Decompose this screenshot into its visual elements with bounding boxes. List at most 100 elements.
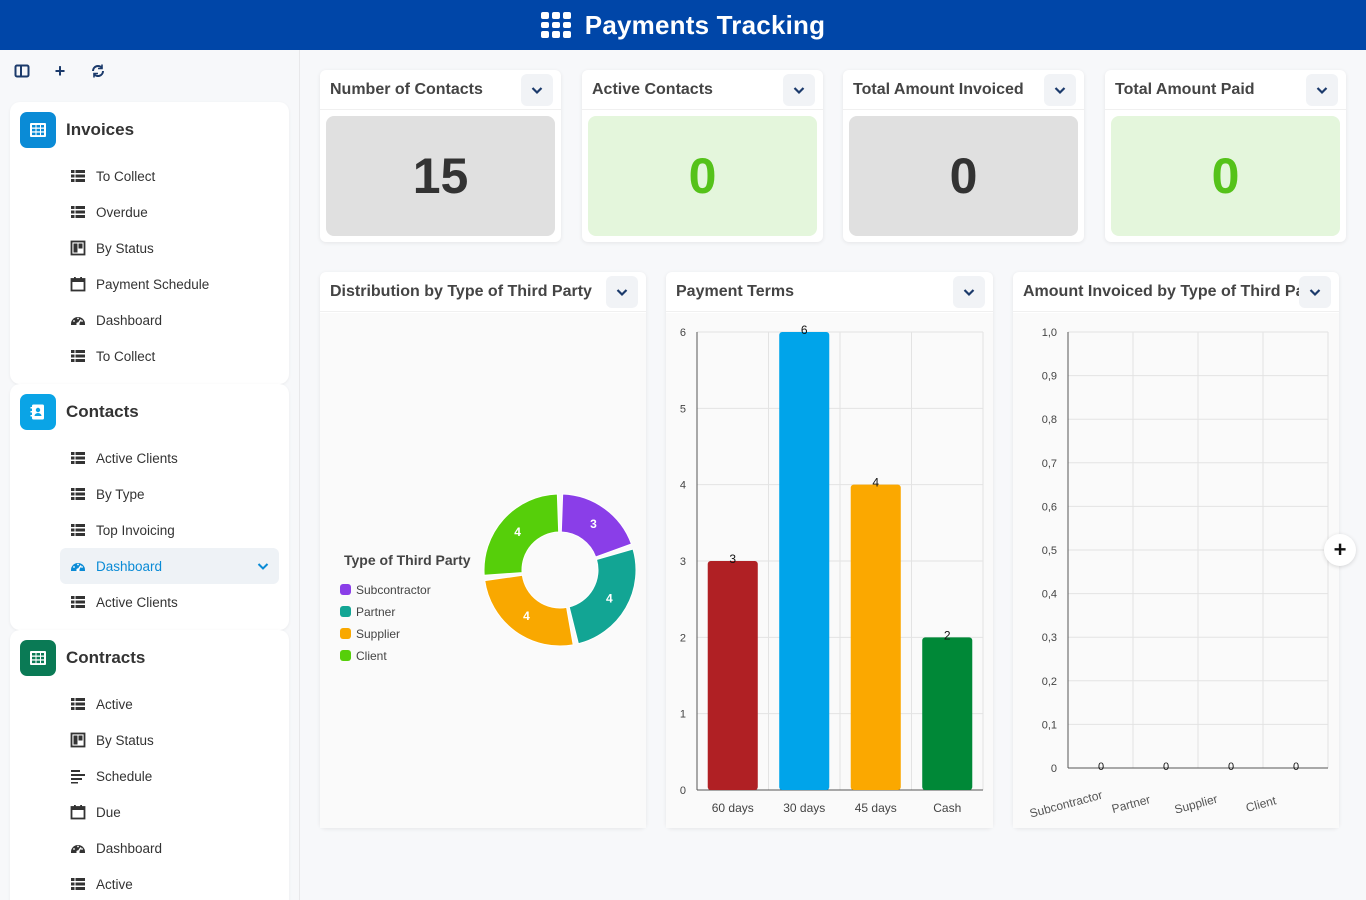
sidebar-item-schedule[interactable]: Schedule [10,758,289,794]
sidebar-item-to-collect[interactable]: To Collect [10,338,289,374]
y-tick-label: 0,7 [1042,458,1057,470]
slice-value-label: 4 [606,592,613,606]
table-icon [70,696,86,712]
sidebar-item-active[interactable]: Active [10,686,289,722]
x-tick-label: Supplier [1173,792,1219,817]
sidebar-item-label: By Status [96,240,154,256]
donut-slice[interactable] [484,574,574,647]
x-tick-label: Partner [1110,792,1152,816]
donut-chart: Type of Third Party Subcontractor Partner S… [340,493,637,663]
sidebar-item-by-type[interactable]: By Type [10,476,289,512]
sidebar-item-label: Active [96,876,133,892]
sidebar-item-label: Overdue [96,204,148,220]
add-icon[interactable]: + [54,60,66,81]
bar-value-label: 4 [872,476,879,490]
table-icon [70,450,86,466]
group-header[interactable]: Contacts [10,384,289,440]
bar-value-label: 0 [1163,761,1169,773]
donut-slice[interactable] [560,493,633,558]
table-icon [70,522,86,538]
kpi-menu-button[interactable] [1306,74,1338,106]
payment-terms-bar-chart: 0 1 2 3 4 5 6 3 60 days 6 30 days 4 45 days 2 Cash [680,323,984,815]
sync-icon[interactable] [88,61,108,81]
sidebar-item-label: Active Clients [96,450,178,466]
toggle-sidebar-icon[interactable] [12,61,32,81]
sidebar-item-label: Active [96,696,133,712]
sidebar-item-dashboard[interactable]: Dashboard [10,830,289,866]
x-tick-label: Client [1244,793,1278,815]
legend-item: Partner [356,605,395,619]
kpi-menu-button[interactable] [1044,74,1076,106]
distribution-card: Distribution by Type of Third Party Type… [320,272,646,828]
sidebar-item-label: Schedule [96,768,153,784]
kpi-title: Total Amount Paid [1115,80,1255,98]
sidebar-item-label: Active Clients [96,594,178,610]
legend-swatch[interactable] [340,584,351,595]
group-header[interactable]: Contracts [10,630,289,686]
sidebar-item-by-status[interactable]: By Status [10,722,289,758]
legend-title: Type of Third Party [344,552,471,568]
donut-slice[interactable] [483,493,560,576]
donut-slice[interactable] [568,548,637,645]
chevron-down-icon[interactable] [255,558,271,574]
legend-swatch[interactable] [340,606,351,617]
kpi-card-total-amount-invoiced: Total Amount Invoiced 0 [843,70,1084,242]
sidebar-item-payment-schedule[interactable]: Payment Schedule [10,266,289,302]
kpi-card-total-amount-paid: Total Amount Paid 0 [1105,70,1346,242]
sidebar-item-active[interactable]: Active [10,866,289,900]
bar[interactable] [850,484,901,790]
kpi-menu-button[interactable] [783,74,815,106]
sidebar-item-dashboard[interactable]: Dashboard [60,548,279,584]
table-icon [70,486,86,502]
sidebar-toolbar: + [0,50,299,92]
sidebar-item-top-invoicing[interactable]: Top Invoicing [10,512,289,548]
sidebar-item-label: Payment Schedule [96,276,210,292]
sidebar-item-to-collect[interactable]: To Collect [10,158,289,194]
sidebar-item-active-clients[interactable]: Active Clients [10,584,289,620]
bar-value-label: 2 [944,628,951,642]
bar-value-label: 0 [1098,761,1104,773]
amount-invoiced-menu-button[interactable] [1299,276,1331,308]
y-tick-label: 0,1 [1042,719,1057,731]
sidebar-item-label: Dashboard [96,558,163,574]
payment-terms-menu-button[interactable] [953,276,985,308]
amount-invoiced-bar-chart: 0 0,1 0,2 0,3 0,4 0,5 0,6 0,7 0,8 0,9 1,0 0 Subcontr… [1028,327,1329,821]
y-tick-label: 0,5 [1042,545,1057,557]
gauge-icon [70,558,86,574]
sidebar-item-overdue[interactable]: Overdue [10,194,289,230]
calendar-icon [70,276,86,292]
sidebar-item-label: Dashboard [96,840,163,856]
legend-swatch[interactable] [340,628,351,639]
sidebar-item-dashboard[interactable]: Dashboard [10,302,289,338]
add-widget-button[interactable]: + [1324,534,1356,566]
bar[interactable] [707,561,758,790]
grid-table-icon [20,640,56,676]
app-title: Payments Tracking [584,9,826,40]
legend-swatch[interactable] [340,650,351,661]
x-tick-label: 60 days [712,801,754,815]
sidebar-item-active-clients[interactable]: Active Clients [10,440,289,476]
kpi-menu-button[interactable] [521,74,553,106]
sidebar-item-due[interactable]: Due [10,794,289,830]
sidebar-item-label: Dashboard [96,312,163,328]
app-header: Payments Tracking [0,0,1366,50]
y-tick-label: 0,3 [1042,632,1057,644]
bar-value-label: 0 [1228,761,1234,773]
kpi-title: Active Contacts [592,80,713,98]
bar[interactable] [779,332,830,790]
sidebar: + Invoices To Collect Overdue By Status Paym… [0,50,300,900]
y-tick-label: 0 [680,785,686,797]
grid-icon [540,12,571,38]
distribution-menu-button[interactable] [606,276,638,308]
sidebar-item-label: Due [96,804,121,820]
bar[interactable] [922,637,973,790]
y-tick-label: 0,2 [1042,676,1057,688]
kpi-value: 0 [1111,116,1340,236]
y-tick-label: 0 [1051,763,1057,775]
group-header[interactable]: Invoices [10,102,289,158]
chevron-down-icon [616,289,628,297]
kanban-icon [70,240,86,256]
gantt-icon [70,768,86,784]
sidebar-item-by-status[interactable]: By Status [10,230,289,266]
sidebar-item-label: By Status [96,732,154,748]
